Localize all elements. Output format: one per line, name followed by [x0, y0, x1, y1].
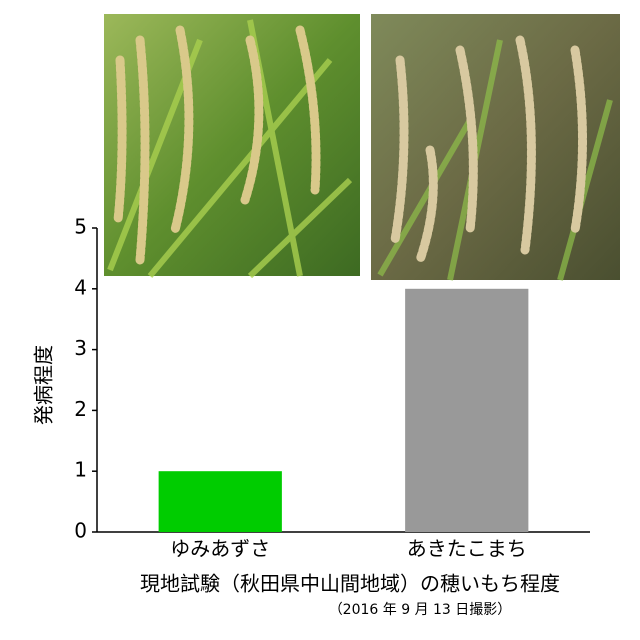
- y-tick-label: 4: [74, 275, 87, 299]
- bar: [405, 288, 529, 532]
- y-tick-label: 1: [74, 458, 87, 482]
- photo-diseased: [371, 14, 620, 281]
- y-tick-label: 0: [74, 519, 87, 543]
- y-tick-label: 2: [74, 397, 87, 421]
- x-tick-label: ゆみあずさ: [170, 537, 270, 561]
- y-tick-label: 3: [74, 336, 87, 360]
- y-tick-label: 5: [74, 215, 87, 239]
- chart-subtitle: （2016 年 9 月 13 日撮影）: [329, 601, 512, 618]
- photo-healthy: [104, 14, 360, 279]
- chart-title: 現地試験（秋田県中山間地域）の穂いもち程度: [140, 572, 560, 596]
- y-axis-label: 発病程度: [32, 345, 56, 425]
- x-tick-label: あきたこまち: [407, 537, 527, 561]
- bar: [158, 471, 282, 532]
